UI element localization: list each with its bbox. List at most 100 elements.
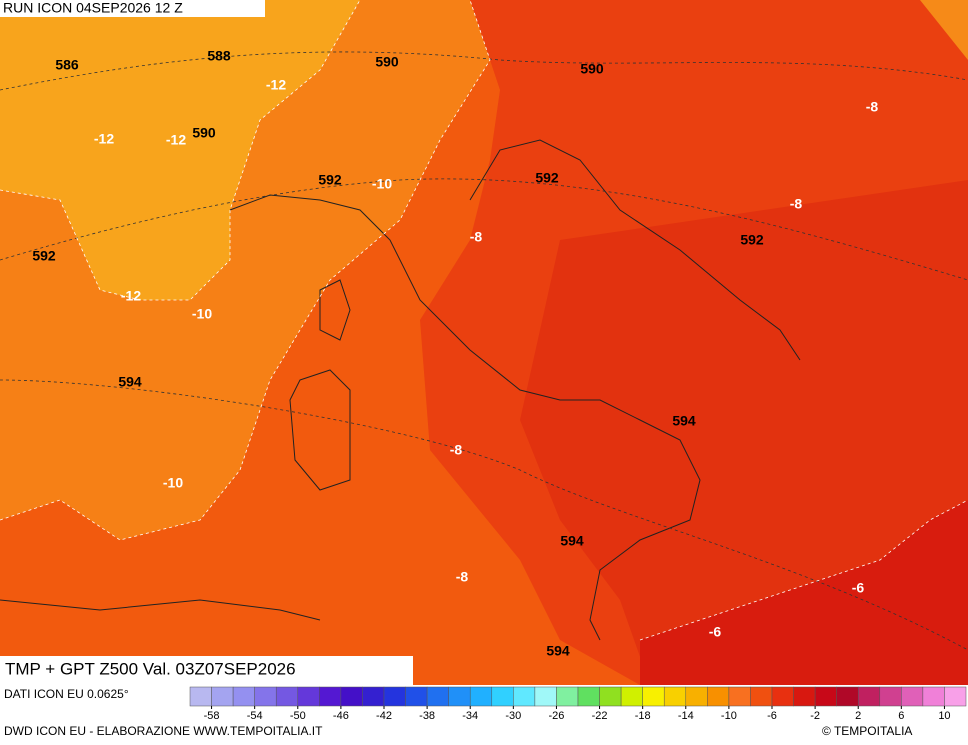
colorbar-swatch: [426, 686, 449, 707]
geopotential-label: 590: [192, 125, 216, 141]
colorbar-swatch: [232, 686, 255, 707]
colorbar-tick-label: -50: [290, 710, 306, 722]
title-box: [0, 656, 413, 685]
geopotential-label: 594: [546, 643, 570, 659]
colorbar-swatch: [599, 686, 622, 707]
colorbar: -58 -54 -50 -46 -42 -38 -34 -30 -26 -22 -18 -14 -10-…: [189, 686, 967, 722]
island: [319, 279, 351, 341]
island: [289, 369, 351, 491]
colorbar-swatch: [814, 686, 837, 707]
data-source: DATI ICON EU 0.0625°: [4, 687, 129, 701]
geopotential-label: 590: [580, 61, 604, 77]
colorbar-swatch: [469, 686, 493, 707]
temperature-label: -12: [94, 131, 114, 147]
temperature-label: -8: [790, 196, 803, 212]
colorbar-tick-label: -18: [635, 710, 651, 722]
temperature-label: -12: [266, 77, 286, 93]
colorbar-tick-label: -10: [721, 710, 737, 722]
colorbar-swatch: [836, 686, 859, 707]
colorbar-swatch: [620, 686, 643, 707]
geopotential-label: 594: [560, 533, 584, 549]
colorbar-swatch: [211, 686, 234, 707]
colorbar-tick-label: 2: [855, 710, 861, 722]
temperature-label: -8: [470, 229, 483, 245]
temperature-label: -8: [450, 442, 463, 458]
colorbar-swatch: [319, 686, 342, 707]
colorbar-swatch: [405, 686, 428, 707]
geopotential-label: 594: [118, 374, 142, 390]
temperature-label: -10: [192, 306, 212, 322]
coastlines: [0, 139, 801, 641]
colorbar-tick-label: -38: [419, 710, 435, 722]
temperature-label: -10: [163, 475, 183, 491]
colorbar-swatch: [922, 686, 945, 707]
colorbar-tick-label: 10: [938, 710, 950, 722]
run-label: RUN ICON 04SEP2026 12 Z: [3, 0, 183, 16]
colorbar-swatch: [707, 686, 730, 707]
colorbar-swatch: [513, 686, 536, 707]
colorbar-tick-label: 6: [898, 710, 904, 722]
colorbar-swatch: [685, 686, 708, 707]
colorbar-tick-label: -26: [548, 710, 564, 722]
temp-zone: [640, 500, 968, 685]
colorbar-tick-label: -34: [462, 710, 478, 722]
colorbar-swatch: [362, 686, 385, 707]
colorbar-tick-label: -30: [505, 710, 521, 722]
colorbar-swatch: [556, 686, 579, 707]
geopotential-label: 592: [32, 248, 56, 264]
colorbar-swatch: [728, 686, 751, 707]
colorbar-tick-label: -6: [767, 710, 777, 722]
colorbar-tick-label: -54: [247, 710, 263, 722]
header-box: [0, 0, 265, 17]
temperature-label: -6: [852, 580, 865, 596]
temperature-label: -12: [166, 132, 186, 148]
colorbar-tick-label: -58: [204, 710, 220, 722]
colorbar-swatch: [771, 686, 794, 707]
contour-labels: 586 588 -12 590 590 -8 -12 -12 590 592 -10 592 -8 592…: [32, 48, 878, 659]
geopotential-contours: [0, 51, 968, 651]
colorbar-swatch: [534, 686, 557, 707]
temperature-contours: [0, 0, 968, 641]
colorbar-swatch: [448, 686, 471, 707]
temp-zone: [520, 180, 968, 685]
colorbar-tick-label: -46: [333, 710, 349, 722]
coastline: [0, 599, 321, 621]
coastline: [229, 194, 701, 641]
geopotential-label: 592: [740, 232, 764, 248]
colorbar-swatch: [383, 686, 406, 707]
colorbar-tick-label: -2: [810, 710, 820, 722]
colorbar-swatch: [879, 686, 902, 707]
geopotential-label: 588: [207, 48, 231, 64]
geopotential-label: 592: [318, 172, 342, 188]
colorbar-swatch: [642, 686, 665, 707]
temperature-label: -8: [866, 99, 879, 115]
colorbar-swatch: [663, 686, 687, 707]
geopotential-label: 594: [672, 413, 696, 429]
geopotential-label: 592: [535, 170, 559, 186]
geopotential-label: 590: [375, 54, 399, 70]
colorbar-swatch: [750, 686, 773, 707]
colorbar-tick-label: -22: [592, 710, 608, 722]
temperature-label: -10: [372, 176, 392, 192]
colorbar-swatch: [793, 686, 816, 707]
colorbar-swatch: [944, 686, 967, 707]
geopotential-label: 586: [55, 57, 79, 73]
colorbar-swatch: [340, 686, 363, 707]
temperature-label: -6: [709, 624, 722, 640]
colorbar-swatch: [189, 686, 212, 707]
colorbar-swatch: [577, 686, 600, 707]
colorbar-swatch: [254, 686, 277, 707]
map: [0, 0, 968, 685]
temp-zone: [0, 0, 360, 300]
temp-zone: [920, 0, 968, 60]
temperature-label: -8: [456, 569, 469, 585]
colorbar-tick-label: -42: [376, 710, 392, 722]
map-title: TMP + GPT Z500 Val. 03Z07SEP2026: [5, 659, 296, 678]
colorbar-swatch: [491, 686, 514, 707]
colorbar-swatch: [857, 686, 881, 707]
colorbar-swatch: [297, 686, 320, 707]
colorbar-swatch: [275, 686, 299, 707]
temperature-label: -12: [121, 288, 141, 304]
colorbar-tick-label: -14: [678, 710, 694, 722]
